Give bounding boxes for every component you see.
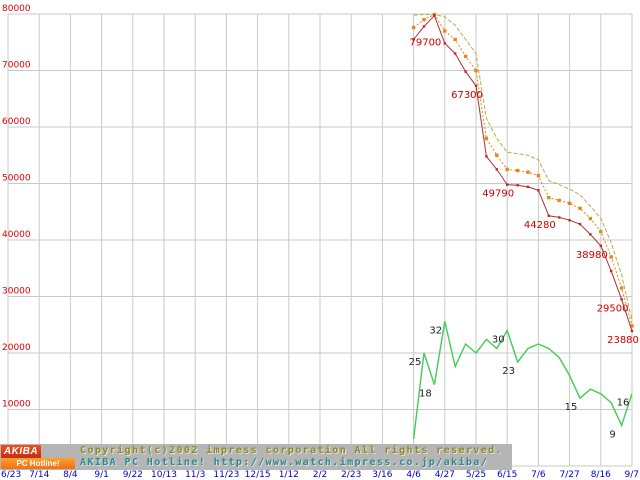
series-lowest-price-marker (485, 155, 488, 158)
x-axis-tick-label: 4/27 (435, 470, 455, 480)
x-axis-tick-label: 11/23 (213, 470, 239, 480)
series-average-price-marker (567, 201, 572, 205)
series-average-price-marker (443, 29, 447, 33)
series-lowest-price-marker (526, 185, 530, 189)
series-lowest-price-marker (412, 38, 415, 41)
series-lowest-price-value-label: 29500 (597, 303, 629, 314)
series-lowest-price-value-label: 67300 (451, 90, 483, 101)
series-average-price-marker (505, 167, 509, 172)
x-axis-tick-label: 9/1 (94, 470, 108, 480)
series-average-price-marker (557, 198, 561, 203)
series-average-price-marker (526, 170, 530, 174)
series-average-price-marker (515, 168, 520, 173)
series-lowest-price-value-label: 38980 (576, 250, 608, 261)
series-lowest-price-marker (589, 233, 592, 236)
series-average-price-marker (630, 324, 634, 328)
y-axis-tick-label: 70000 (2, 61, 31, 71)
series-highest-price-line (413, 14, 633, 321)
series-lowest-price-marker (454, 52, 457, 55)
y-axis-tick-label: 30000 (2, 287, 31, 297)
y-axis-tick-label: 10000 (2, 400, 31, 410)
x-axis-tick-label: 3/16 (372, 470, 392, 480)
x-axis-tick-label: 12/15 (245, 470, 271, 480)
series-average-price-marker (453, 37, 457, 42)
series-shop-count-line (412, 321, 633, 439)
y-axis-tick-label: 20000 (2, 343, 31, 353)
series-shop-count-value-label: 25 (409, 357, 422, 368)
x-axis-tick-label: 7/14 (29, 470, 49, 480)
series-lowest-price-marker (495, 168, 498, 171)
series-shop-count-value-label: 32 (429, 325, 442, 336)
series-average-price-marker (484, 136, 489, 140)
x-axis-tick-label: 6/23 (1, 470, 21, 480)
y-axis-tick-label: 80000 (2, 4, 31, 14)
series-lowest-price-marker (558, 216, 561, 219)
series-lowest-price-marker (630, 329, 634, 333)
series-lowest-price-value-label: 23880 (607, 335, 639, 346)
series-average-price-marker (599, 229, 603, 234)
series-shop-count-value-label: 30 (492, 334, 505, 345)
x-axis-tick-label: 8/16 (591, 470, 611, 480)
x-axis-tick-label: 9/22 (123, 470, 143, 480)
series-average-price-marker (422, 17, 426, 22)
series-average-price-marker (474, 68, 478, 73)
series-lowest-price-marker (516, 183, 519, 187)
series-average-price-marker (619, 286, 624, 290)
y-axis-tick-label: 60000 (2, 117, 31, 127)
series-lowest-price-marker (578, 222, 582, 226)
series-lowest-price-marker (610, 269, 613, 273)
x-axis-tick-label: 1/12 (279, 470, 299, 480)
series-lowest-price-marker (474, 84, 478, 87)
series-lowest-price-marker (537, 189, 540, 192)
series-shop-count-value-label: 16 (617, 398, 630, 409)
series-lowest-price-value-label: 79700 (409, 38, 441, 49)
series-shop-count-value-label: 23 (502, 366, 515, 377)
akiba-logo: AKIBA PC Hotline! (1, 445, 77, 469)
y-axis-tick-label: 40000 (2, 230, 31, 240)
series-lowest-price-marker (620, 298, 623, 301)
series-average-price-marker (536, 173, 541, 178)
x-axis-tick-label: 8/4 (63, 470, 78, 480)
akiba-logo-subtitle: PC Hotline! (1, 458, 75, 469)
site-url-text: AKIBA PC Hotline! http://www.watch.impre… (80, 457, 489, 468)
series-average-price-marker (578, 206, 582, 211)
akiba-logo-title: AKIBA (1, 445, 41, 458)
x-axis-tick-label: 10/13 (151, 470, 177, 480)
x-axis-tick-label: 7/27 (559, 470, 579, 480)
x-axis-tick-label: 2/2 (313, 470, 327, 480)
series-average-price-marker (588, 216, 593, 221)
series-lowest-price-marker (443, 42, 446, 45)
watermark-footer: AKIBA PC Hotline! Copyright(c)2002 impre… (0, 444, 512, 470)
x-axis-tick-label: 7/6 (531, 470, 546, 480)
series-lowest-price-line (413, 14, 633, 332)
x-axis-tick-label: 5/25 (466, 470, 486, 480)
series-lowest-price-marker (422, 25, 426, 28)
series-average-price-marker (463, 54, 468, 59)
series-shop-count-value-label: 15 (565, 402, 578, 413)
series-lowest-price-marker (433, 14, 436, 17)
series-lowest-price-marker (599, 244, 602, 247)
series-lowest-price-marker (464, 70, 467, 73)
series-lowest-price-marker (568, 219, 571, 222)
series-lowest-price-value-label: 49790 (482, 189, 514, 200)
series-shop-count-value-label: 18 (419, 389, 432, 400)
y-axis-tick-label: 50000 (2, 174, 31, 184)
x-axis-tick-label: 11/3 (185, 470, 205, 480)
series-average-price-line (413, 13, 633, 327)
series-average-price-marker (547, 195, 551, 200)
x-axis-tick-label: 4/6 (406, 470, 421, 480)
series-lowest-price-marker (506, 183, 509, 186)
x-axis-tick-label: 6/15 (497, 470, 517, 480)
series-lowest-price-marker (547, 214, 550, 218)
x-axis-tick-label: 9/7 (625, 470, 639, 480)
series-average-price-marker (609, 255, 613, 259)
series-shop-count-value-label: 9 (609, 429, 615, 440)
x-axis-tick-label: 2/23 (341, 470, 361, 480)
copyright-text: Copyright(c)2002 impress corporation All… (80, 445, 503, 456)
series-average-price-marker (495, 153, 499, 157)
series-average-price-marker (411, 25, 416, 30)
series-lowest-price-value-label: 44280 (524, 220, 556, 231)
